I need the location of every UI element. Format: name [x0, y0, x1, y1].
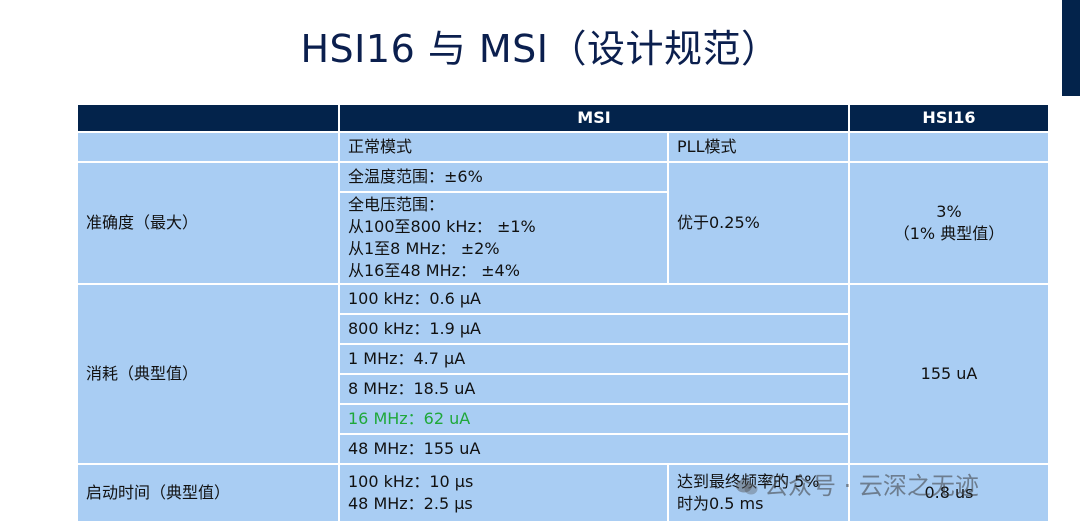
slide-title: HSI16 与 MSI（设计规范）	[300, 27, 780, 71]
startup-hsi16: 0.8 us	[848, 463, 1050, 523]
subheader-hsi16-empty	[848, 131, 1050, 163]
spec-table: MSI HSI16 正常模式 PLL模式 准确度（最大） 全温度范围：±6% 优…	[76, 103, 1050, 523]
accuracy-hsi16: 3% （1% 典型值）	[848, 161, 1050, 285]
consumption-label: 消耗（典型值）	[76, 283, 340, 465]
watermark-text: 公众号 · 云深之无迹	[764, 472, 979, 500]
subheader-empty-cell	[76, 131, 340, 163]
accuracy-full-temp: 全温度范围：±6%	[338, 161, 669, 193]
header-hsi16: HSI16	[848, 103, 1050, 133]
consumption-row-4-highlight: 16 MHz：62 uA	[338, 403, 850, 435]
header-msi: MSI	[338, 103, 850, 133]
decorative-bar	[1062, 0, 1080, 96]
startup-normal: 100 kHz：10 μs 48 MHz：2.5 μs	[338, 463, 669, 523]
startup-pll: 达到最终频率的 5% 时为0.5 ms	[667, 463, 850, 523]
consumption-row-3: 8 MHz：18.5 uA	[338, 373, 850, 405]
subheader-pll-mode: PLL模式	[667, 131, 850, 163]
table-row: 16 MHz：62 uA	[77, 403, 1049, 435]
table-row: 全电压范围： 从100至800 kHz： ±1% 从1至8 MHz： ±2% 从…	[77, 191, 1049, 285]
table-row: 消耗（典型值） 100 kHz：0.6 μA 155 uA	[76, 283, 1050, 465]
table-row: 8 MHz：18.5 uA	[77, 373, 1049, 405]
table-row: 启动时间（典型值） 100 kHz：10 μs 48 MHz：2.5 μs 达到…	[76, 463, 1050, 523]
table-row: 1 MHz：4.7 μA	[77, 343, 1049, 375]
table-row: 48 MHz：155 uA	[77, 433, 1049, 465]
watermark: 公众号 · 云深之无迹	[736, 466, 979, 501]
accuracy-full-voltage: 全电压范围： 从100至800 kHz： ±1% 从1至8 MHz： ±2% 从…	[338, 191, 669, 285]
table-header-row: MSI HSI16	[76, 103, 1050, 133]
consumption-row-2: 1 MHz：4.7 μA	[338, 343, 850, 375]
consumption-row-1: 800 kHz：1.9 μA	[338, 313, 850, 345]
wechat-icon	[736, 474, 758, 495]
table-row: 准确度（最大） 全温度范围：±6% 优于0.25% 3% （1% 典型值）	[76, 161, 1050, 285]
table-subheader-row: 正常模式 PLL模式	[76, 131, 1050, 163]
consumption-row-0: 100 kHz：0.6 μA	[338, 283, 850, 315]
startup-label: 启动时间（典型值）	[76, 463, 340, 523]
header-empty-cell	[76, 103, 340, 133]
consumption-row-5: 48 MHz：155 uA	[338, 433, 850, 465]
subheader-normal-mode: 正常模式	[338, 131, 669, 163]
accuracy-label: 准确度（最大）	[76, 161, 340, 285]
table-row: 800 kHz：1.9 μA	[77, 313, 1049, 345]
consumption-hsi16: 155 uA	[848, 283, 1050, 465]
accuracy-pll: 优于0.25%	[667, 161, 850, 285]
